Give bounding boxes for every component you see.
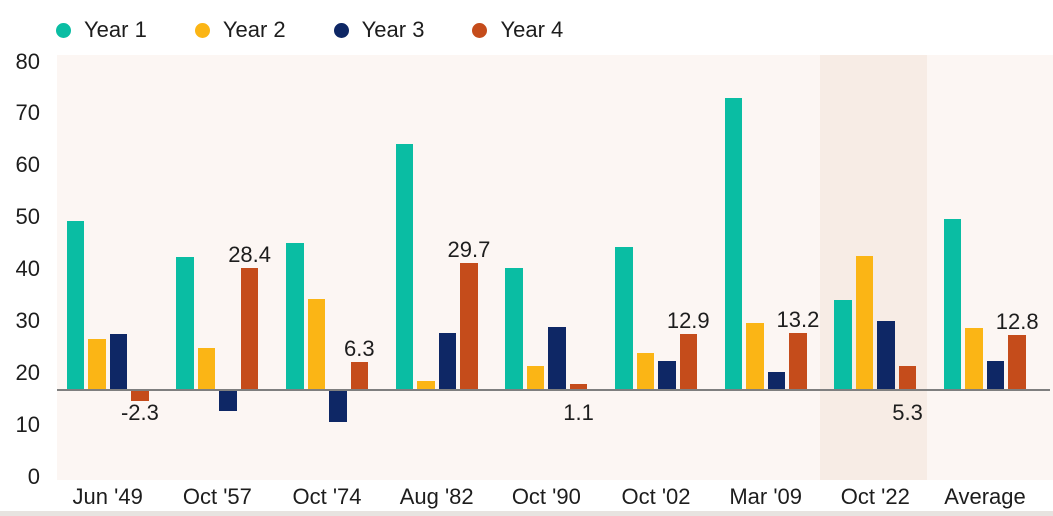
legend-swatch-icon bbox=[472, 22, 488, 38]
bar-year-4 bbox=[460, 262, 478, 389]
legend-item-year-1: Year 1 bbox=[56, 17, 147, 43]
legend-label: Year 2 bbox=[222, 17, 286, 42]
bar-year-3 bbox=[548, 327, 566, 389]
bar-value-label: 1.1 bbox=[563, 400, 594, 425]
legend-label: Year 4 bbox=[500, 17, 564, 42]
bar-value-label: 6.3 bbox=[343, 336, 375, 362]
bar-year-4 bbox=[569, 384, 588, 389]
bar-value-label: 12.9 bbox=[666, 308, 710, 334]
x-axis-baseline bbox=[57, 389, 1050, 391]
legend: Year 1 Year 2 Year 3 Year 4 bbox=[56, 17, 563, 43]
legend-item-year-4: Year 4 bbox=[472, 17, 563, 43]
bar-value-label: 13.2 bbox=[776, 306, 820, 332]
y-tick-label: 20 bbox=[15, 359, 40, 385]
bar-year-3 bbox=[986, 361, 1005, 389]
bar-year-4 bbox=[131, 391, 149, 401]
bar-year-2 bbox=[197, 348, 216, 389]
x-tick-label: Oct '74 bbox=[292, 484, 362, 509]
bar-year-2 bbox=[636, 352, 654, 389]
highlight-band bbox=[820, 55, 928, 480]
bar-year-1 bbox=[176, 256, 194, 389]
y-tick-label: 80 bbox=[15, 48, 40, 74]
bar-year-2 bbox=[965, 328, 983, 389]
bar-year-2 bbox=[746, 323, 764, 389]
legend-swatch-icon bbox=[56, 22, 71, 38]
bar-year-4 bbox=[898, 366, 917, 389]
bar-year-3 bbox=[658, 360, 676, 389]
bar-year-1 bbox=[943, 218, 962, 389]
y-tick-label: 50 bbox=[15, 204, 40, 230]
x-tick-label: Oct '57 bbox=[182, 484, 252, 509]
bar-year-2 bbox=[855, 255, 874, 389]
legend-label: Year 1 bbox=[84, 17, 147, 42]
bar-year-2 bbox=[417, 380, 435, 389]
x-tick-label: Mar '09 bbox=[729, 484, 802, 509]
bar-year-4 bbox=[679, 334, 697, 389]
bar-value-label: 29.7 bbox=[447, 236, 491, 262]
legend-swatch-icon bbox=[194, 22, 210, 38]
y-tick-label: 60 bbox=[15, 152, 40, 178]
x-tick-label: Aug '82 bbox=[399, 484, 474, 509]
bottom-edge-strip bbox=[0, 511, 1053, 516]
bar-value-label: 28.4 bbox=[228, 242, 272, 268]
bar-year-1 bbox=[286, 243, 304, 389]
y-tick-label: 0 bbox=[27, 463, 40, 489]
bar-year-1 bbox=[505, 267, 523, 389]
legend-swatch-icon bbox=[333, 22, 349, 38]
legend-label: Year 3 bbox=[361, 17, 425, 42]
x-tick-label: Oct '90 bbox=[511, 484, 581, 509]
bar-year-4 bbox=[1008, 334, 1026, 389]
bar-year-3 bbox=[877, 320, 895, 389]
bar-year-2 bbox=[307, 298, 326, 389]
x-tick-label: Oct '22 bbox=[840, 484, 910, 509]
x-tick-label: Jun '49 bbox=[72, 484, 143, 509]
x-tick-label: Oct '02 bbox=[621, 484, 691, 509]
bar-year-3 bbox=[329, 391, 347, 422]
y-tick-label: 40 bbox=[15, 256, 40, 282]
bar-year-3 bbox=[219, 391, 237, 411]
bar-year-1 bbox=[834, 300, 852, 389]
bar-year-3 bbox=[109, 333, 128, 389]
legend-item-year-2: Year 2 bbox=[194, 17, 286, 43]
bar-year-4 bbox=[789, 332, 807, 389]
y-tick-label: 30 bbox=[15, 308, 40, 333]
bar-year-1 bbox=[724, 97, 743, 389]
bar-value-label: 5.3 bbox=[892, 400, 923, 425]
bar-year-2 bbox=[526, 366, 545, 389]
bar-value-label: -2.3 bbox=[120, 400, 159, 425]
x-tick-label: Average bbox=[944, 484, 1026, 509]
y-tick-label: 70 bbox=[15, 100, 40, 126]
bar-year-4 bbox=[240, 268, 259, 389]
bar-year-3 bbox=[438, 332, 457, 389]
bar-value-label: 12.8 bbox=[995, 308, 1039, 334]
bar-year-1 bbox=[395, 144, 414, 389]
y-tick-label: 10 bbox=[15, 411, 40, 437]
bar-year-1 bbox=[66, 220, 85, 389]
legend-item-year-3: Year 3 bbox=[333, 17, 425, 43]
bar-year-3 bbox=[767, 372, 786, 389]
bar-year-1 bbox=[615, 247, 633, 389]
bar-year-2 bbox=[88, 339, 106, 389]
bar-year-4 bbox=[350, 362, 369, 389]
